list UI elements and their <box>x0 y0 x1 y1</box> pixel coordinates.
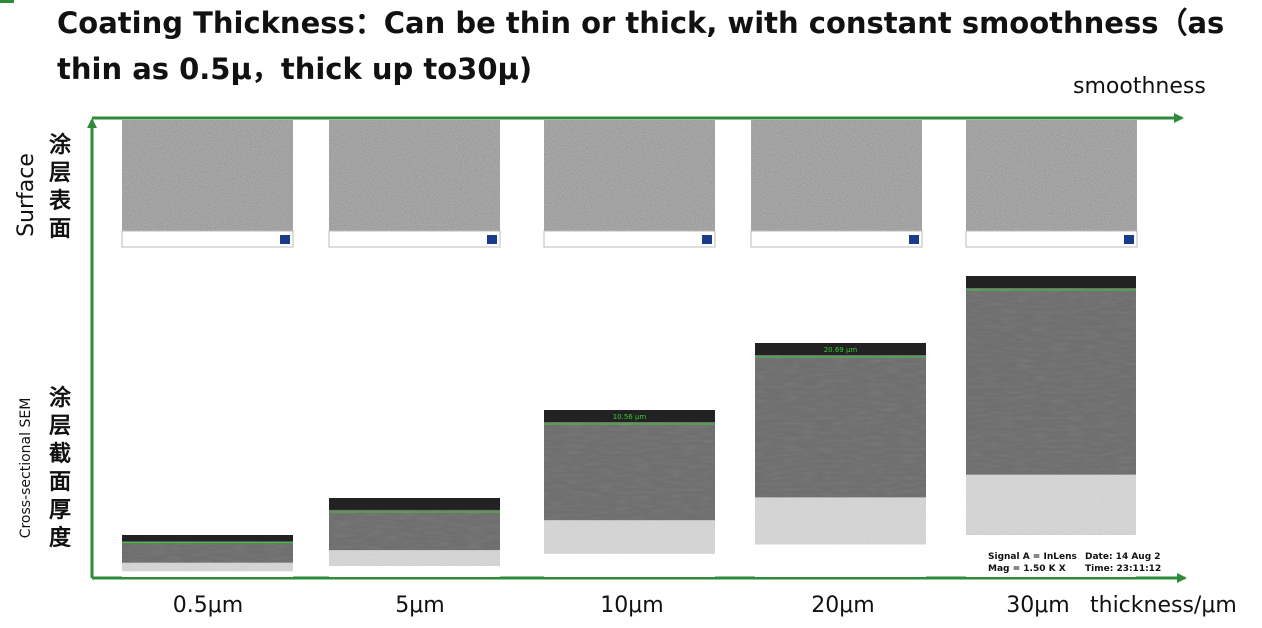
info-text: Time: 23:11:12 <box>1085 564 1161 574</box>
info-bar <box>329 565 500 577</box>
logo <box>487 235 497 244</box>
top-bar <box>544 410 715 422</box>
column-label: 30μm <box>1006 593 1069 618</box>
title: thin as 0.5μ，thick up to30μ) <box>57 52 532 86</box>
column-label: 0.5μm <box>173 593 243 618</box>
top-bar <box>122 535 293 542</box>
axis-label: smoothness <box>1073 74 1206 99</box>
column-labels: 0.5μm 5μm 10μm 20μm 30μm <box>173 593 1070 618</box>
axis-label: thickness/μm <box>1090 593 1237 618</box>
logo <box>280 235 290 244</box>
grain <box>329 506 500 555</box>
info-bar <box>328 230 501 248</box>
info-bar <box>121 230 294 248</box>
grain <box>122 562 293 572</box>
logo <box>702 235 712 244</box>
measure: 10.56 μm <box>613 413 647 421</box>
info-text: Signal A = InLens <box>988 552 1077 562</box>
column-label: 5μm <box>395 593 444 618</box>
top-bar <box>755 343 926 355</box>
info-bar <box>966 534 1136 577</box>
info-bar <box>755 544 926 577</box>
grain <box>755 351 926 497</box>
title: Coating Thickness：Can be thin or thick, … <box>57 6 1224 40</box>
grain <box>122 120 293 233</box>
logo <box>1124 235 1134 244</box>
info-bar <box>965 230 1138 248</box>
top-bar <box>966 276 1136 288</box>
grain <box>329 120 500 233</box>
grain <box>751 120 922 233</box>
top-bar <box>329 498 500 510</box>
column-label: 10μm <box>600 593 663 618</box>
grain <box>329 550 500 566</box>
info-bar <box>544 553 715 577</box>
row-label-zh: 涂层表面 <box>49 132 72 242</box>
info-bar <box>543 230 716 248</box>
grain <box>966 474 1136 535</box>
grain <box>544 520 715 554</box>
measure: 20.69 μm <box>824 346 858 354</box>
info-text: Mag = 1.50 K X <box>988 564 1066 574</box>
logo <box>909 235 919 244</box>
row-label: Surface <box>14 153 39 237</box>
info-bar <box>750 230 923 248</box>
images: 10.56 μm 20.69 μm Signal A = InLens Date: 1… <box>121 120 1161 577</box>
grain <box>544 120 715 233</box>
grain <box>966 284 1136 471</box>
column-label: 20μm <box>811 593 874 618</box>
row-label: Cross-sectional SEM <box>18 398 34 539</box>
grain <box>966 120 1137 233</box>
info-bar <box>122 571 293 577</box>
grain <box>544 418 715 522</box>
accent <box>0 0 14 3</box>
info-text: Date: 14 Aug 2 <box>1085 552 1161 562</box>
grain <box>755 497 926 545</box>
row-label-zh: 涂层截面厚度 <box>49 385 72 551</box>
